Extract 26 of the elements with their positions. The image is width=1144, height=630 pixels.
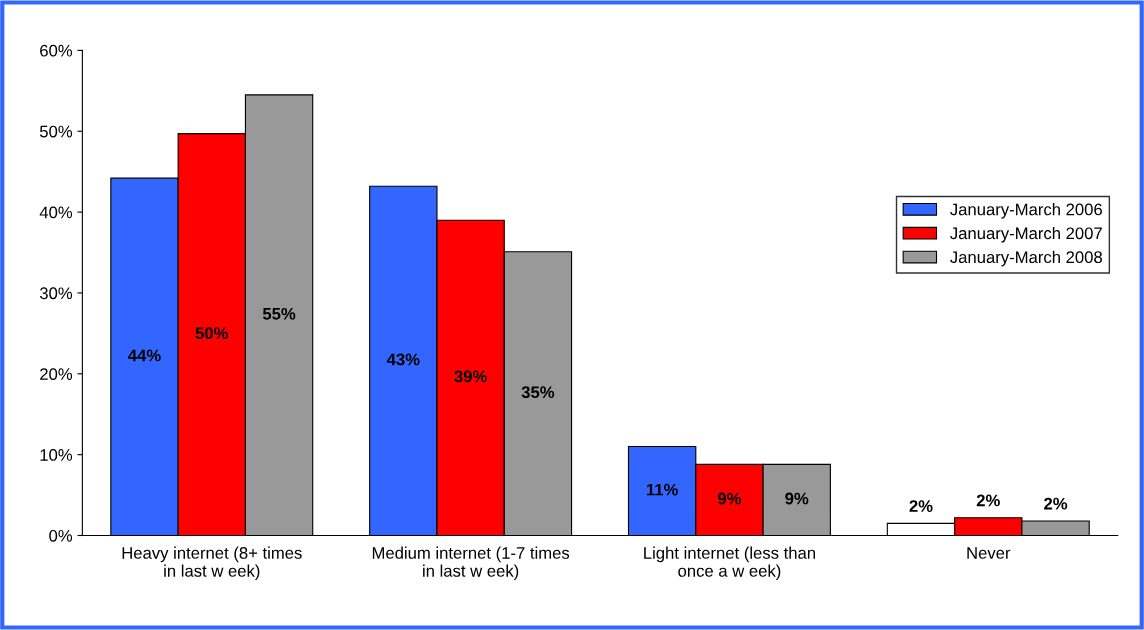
y-tick-label: 30% (39, 287, 73, 300)
data-label: 2% (909, 500, 933, 512)
y-tick-label: 50% (39, 125, 73, 138)
x-tick-label: Heavy internet (8+ times in last w eek) (122, 546, 302, 581)
y-tick-label: 0% (49, 529, 73, 542)
data-label: 11% (646, 483, 678, 496)
legend-label: January-March 2007 (950, 226, 1102, 243)
data-label: 39% (454, 370, 487, 383)
data-label: 2% (1044, 497, 1068, 510)
y-tick-label: 40% (39, 206, 73, 219)
legend-label: January-March 2006 (950, 203, 1102, 219)
y-tick-label: 60% (40, 44, 73, 57)
data-label: 35% (521, 386, 555, 399)
x-tick-label: Medium internet (1-7 times in last w eek) (372, 546, 570, 581)
x-tick-label: Never (967, 547, 1011, 559)
data-label: 2% (976, 494, 1000, 507)
data-label: 55% (262, 307, 296, 320)
legend-label: January-March 2008 (950, 250, 1102, 267)
data-label: 50% (195, 327, 229, 340)
y-tick-label: 20% (40, 368, 73, 380)
y-tick-label: 10% (40, 449, 73, 461)
data-label: 43% (386, 353, 420, 366)
data-label: 9% (717, 492, 742, 505)
x-tick-label: Light internet (less than once a w eek) (644, 546, 815, 581)
data-label: 9% (785, 492, 809, 505)
data-label: 44% (128, 349, 161, 362)
